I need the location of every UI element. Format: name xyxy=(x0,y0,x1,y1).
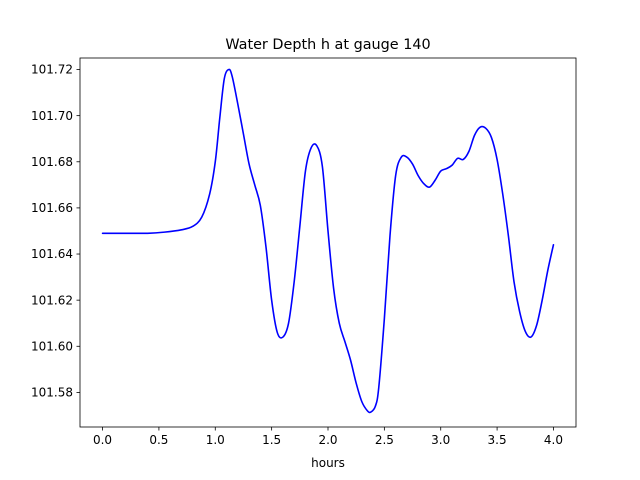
x-tick-label: 2.0 xyxy=(318,433,337,447)
x-axis-label: hours xyxy=(311,456,345,470)
x-tick-label: 3.5 xyxy=(488,433,507,447)
y-tick-label: 101.62 xyxy=(31,293,73,307)
y-tick-label: 101.66 xyxy=(31,201,73,215)
water-depth-series-line xyxy=(101,68,555,414)
y-tick-label: 101.60 xyxy=(31,339,73,353)
x-tick-label: 1.0 xyxy=(206,433,225,447)
y-tick-label: 101.72 xyxy=(31,63,73,77)
plot-frame xyxy=(79,57,577,428)
chart-title: Water Depth h at gauge 140 xyxy=(225,37,430,53)
x-tick-label: 3.0 xyxy=(431,433,450,447)
x-tick-label: 4.0 xyxy=(544,433,563,447)
y-axis-ticks: 101.58 101.60 101.62 101.64 101.66 101.68 101.… xyxy=(31,63,80,400)
y-tick-label: 101.70 xyxy=(31,109,73,123)
y-tick-label: 101.58 xyxy=(31,386,73,400)
x-tick-label: 2.5 xyxy=(375,433,394,447)
x-tick-label: 0.5 xyxy=(149,433,168,447)
x-tick-label: 0.0 xyxy=(93,433,112,447)
y-tick-label: 101.68 xyxy=(31,155,73,169)
x-tick-label: 1.5 xyxy=(262,433,281,447)
x-axis-ticks: 0.0 0.5 1.0 1.5 2.0 2.5 3.0 3.5 4.0 xyxy=(93,427,563,447)
y-tick-label: 101.64 xyxy=(31,247,73,261)
